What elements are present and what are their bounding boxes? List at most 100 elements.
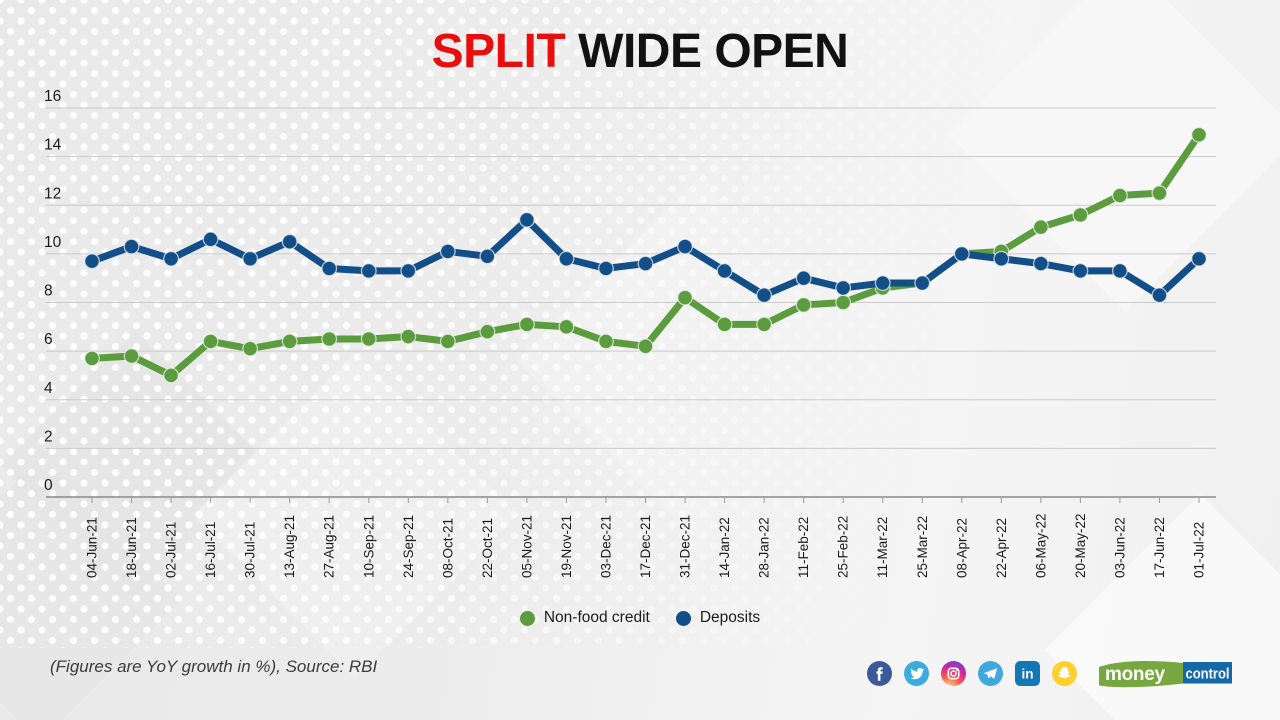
- x-tick-label: 17-Dec-21: [638, 515, 653, 578]
- legend-item-deposits: Deposits: [675, 609, 760, 627]
- moneycontrol-logo[interactable]: money control: [1096, 656, 1234, 690]
- x-tick-label: 05-Nov-21: [519, 515, 534, 578]
- data-point-non-food-credit: [835, 294, 852, 311]
- x-tick-label: 22-Oct-21: [480, 518, 495, 578]
- data-point-non-food-credit: [479, 323, 496, 340]
- y-tick-label: 8: [44, 283, 53, 300]
- data-point-non-food-credit: [242, 340, 259, 357]
- data-point-non-food-credit: [84, 350, 100, 367]
- data-point-deposits: [677, 238, 693, 255]
- data-point-deposits: [756, 287, 773, 304]
- x-tick-label: 16-Jul-21: [203, 522, 218, 578]
- data-point-deposits: [360, 262, 377, 279]
- instagram-icon[interactable]: [941, 660, 966, 686]
- line-chart: 0 2 4 6 8 10 12 14 16 04-Jun-21 18-Jun-21 02-Jul-21…: [44, 88, 1216, 578]
- x-tick-label: 08-Oct-21: [440, 518, 455, 578]
- data-point-deposits: [84, 253, 100, 270]
- data-point-non-food-credit: [1111, 187, 1128, 204]
- data-point-non-food-credit: [1151, 185, 1168, 202]
- data-point-deposits: [163, 250, 180, 267]
- y-tick-label: 2: [44, 428, 53, 445]
- y-tick-label: 0: [44, 477, 53, 494]
- data-point-non-food-credit: [400, 328, 417, 345]
- data-point-deposits: [281, 233, 298, 250]
- data-point-deposits: [123, 238, 140, 255]
- data-point-non-food-credit: [1032, 219, 1049, 236]
- y-tick-label: 14: [44, 137, 62, 154]
- source-footnote: (Figures are YoY growth in %), Source: R…: [50, 657, 378, 676]
- data-point-deposits: [202, 231, 219, 248]
- logo-text-money: money: [1105, 664, 1165, 685]
- chart-legend: Non-food credit Deposits: [0, 609, 1280, 627]
- title-highlight: SPLIT: [431, 25, 566, 78]
- legend-marker-non-food-credit: [519, 610, 535, 626]
- data-point-non-food-credit: [1191, 126, 1207, 143]
- data-point-non-food-credit: [756, 316, 773, 333]
- x-tick-label: 10-Sep-21: [361, 515, 376, 578]
- x-tick-label: 27-Aug-21: [322, 515, 337, 578]
- data-point-non-food-credit: [795, 296, 812, 313]
- data-point-deposits: [1151, 287, 1168, 304]
- data-point-deposits: [716, 262, 733, 279]
- logo-text-control: control: [1186, 667, 1230, 683]
- y-tick-label: 12: [44, 185, 61, 202]
- linkedin-icon[interactable]: in: [1015, 660, 1040, 686]
- data-point-non-food-credit: [321, 331, 338, 347]
- data-point-deposits: [953, 245, 970, 262]
- y-tick-label: 10: [44, 234, 62, 251]
- data-point-deposits: [637, 255, 654, 272]
- data-point-deposits: [598, 260, 614, 277]
- data-point-non-food-credit: [637, 338, 654, 355]
- data-point-non-food-credit: [439, 333, 456, 350]
- data-point-deposits: [1072, 262, 1089, 279]
- data-point-non-food-credit: [558, 318, 575, 335]
- x-tick-label: 11-Feb-22: [796, 517, 811, 578]
- y-tick-label: 16: [44, 88, 61, 105]
- data-point-deposits: [1191, 250, 1207, 267]
- data-point-non-food-credit: [202, 333, 219, 350]
- telegram-icon[interactable]: [978, 660, 1003, 686]
- data-point-non-food-credit: [163, 367, 180, 384]
- svg-text:in: in: [1021, 666, 1033, 681]
- data-point-non-food-credit: [677, 289, 693, 306]
- legend-item-non-food-credit: Non-food credit: [519, 609, 650, 627]
- x-tick-label: 11-Mar-22: [875, 517, 890, 578]
- data-point-deposits: [242, 250, 259, 267]
- y-tick-label: 4: [44, 380, 53, 397]
- x-tick-label: 30-Jul-21: [243, 522, 258, 578]
- data-point-deposits: [439, 243, 456, 260]
- x-tick-label: 18-Jun-21: [124, 517, 139, 578]
- data-point-deposits: [1111, 262, 1128, 279]
- facebook-icon[interactable]: [867, 660, 892, 686]
- x-tick-label: 28-Jan-22: [757, 517, 772, 578]
- data-point-non-food-credit: [518, 316, 535, 333]
- snapchat-icon[interactable]: [1052, 660, 1077, 686]
- x-tick-label: 25-Mar-22: [915, 516, 930, 578]
- x-tick-label: 31-Dec-21: [678, 515, 693, 578]
- data-point-deposits: [518, 211, 535, 228]
- data-point-deposits: [874, 275, 891, 292]
- x-tick-label: 03-Dec-21: [598, 515, 613, 578]
- x-tick-label: 08-Apr-22: [954, 518, 969, 578]
- x-tick-label: 14-Jan-22: [717, 517, 732, 578]
- x-tick-label: 24-Sep-21: [401, 515, 416, 578]
- data-point-deposits: [914, 275, 931, 292]
- x-tick-label: 06-May-22: [1033, 513, 1048, 578]
- twitter-icon[interactable]: [904, 660, 929, 686]
- legend-label-non-food-credit: Non-food credit: [543, 609, 650, 626]
- logo-blue-box: [1183, 662, 1232, 684]
- data-point-deposits: [558, 250, 575, 267]
- data-point-non-food-credit: [716, 316, 733, 333]
- x-tick-label: 01-Jul-22: [1192, 522, 1207, 578]
- x-tick-label: 02-Jul-21: [164, 522, 179, 578]
- data-point-non-food-credit: [598, 333, 614, 350]
- title-rest: WIDE OPEN: [578, 25, 849, 78]
- data-point-deposits: [993, 250, 1010, 267]
- x-tick-label: 03-Jun-22: [1112, 517, 1127, 578]
- x-tick-label: 25-Feb-22: [836, 516, 851, 578]
- x-tick-label: 04-Jun-21: [85, 517, 100, 578]
- data-point-deposits: [321, 260, 338, 277]
- data-point-non-food-credit: [360, 331, 377, 347]
- data-point-deposits: [400, 262, 417, 279]
